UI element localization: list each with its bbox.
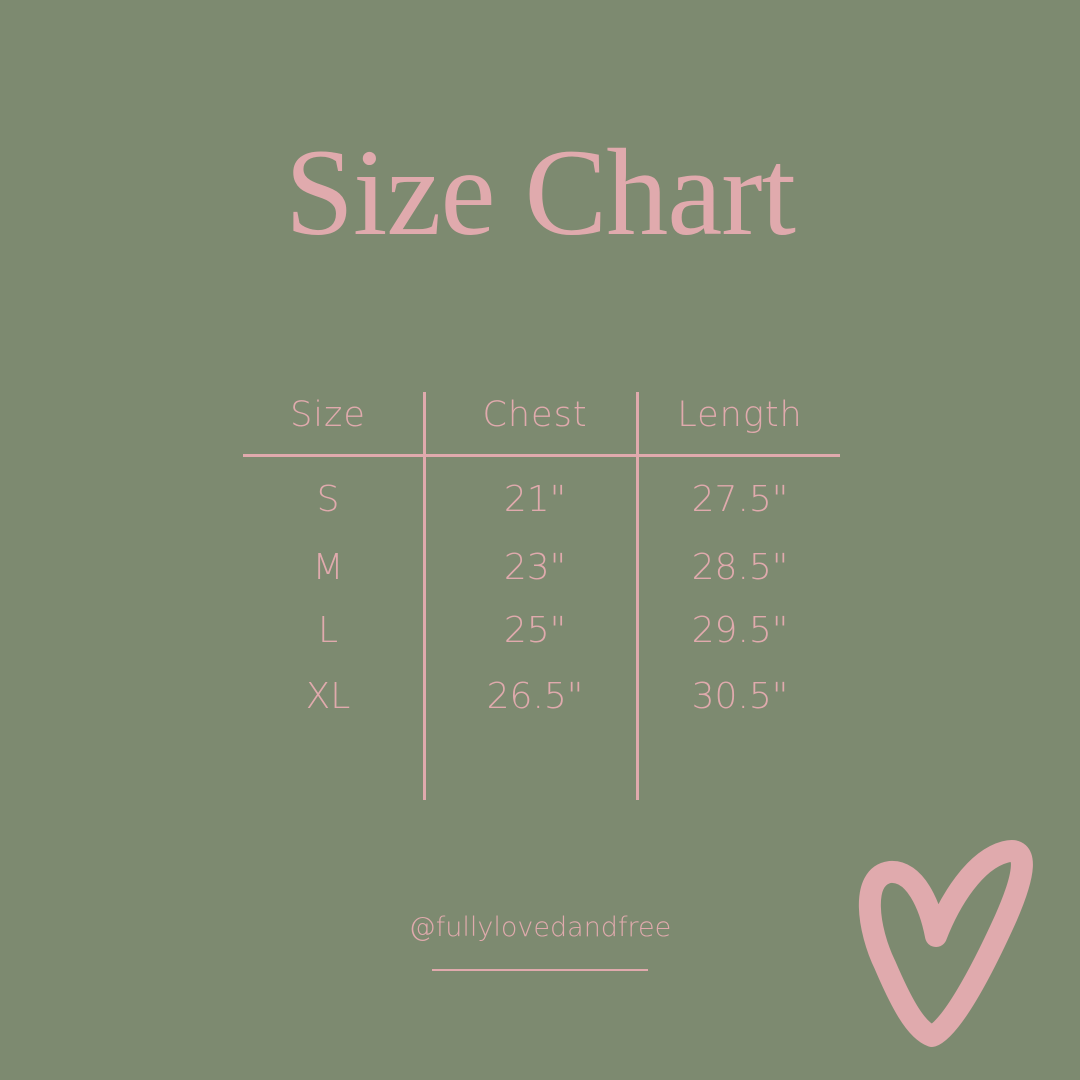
cell-size: L: [317, 610, 339, 651]
cell-chest: 23": [503, 547, 567, 588]
header-size: Size: [290, 395, 366, 435]
column-divider: [636, 392, 639, 800]
header-divider: [243, 454, 840, 457]
cell-size: M: [312, 547, 344, 588]
cell-chest: 26.5": [486, 676, 584, 717]
header-length: Length: [677, 395, 803, 435]
page-title: Size Chart: [285, 124, 796, 261]
handle-underline: [432, 969, 648, 971]
social-handle: @fullylovedandfree: [408, 912, 672, 943]
cell-length: 30.5": [691, 676, 789, 717]
column-divider: [423, 392, 426, 800]
cell-length: 28.5": [691, 547, 789, 588]
cell-length: 29.5": [691, 610, 789, 651]
cell-length: 27.5": [691, 479, 789, 520]
cell-size: S: [316, 479, 340, 520]
header-chest: Chest: [482, 395, 588, 435]
cell-size: XL: [305, 676, 351, 717]
cell-chest: 25": [503, 610, 567, 651]
cell-chest: 21": [503, 479, 567, 520]
